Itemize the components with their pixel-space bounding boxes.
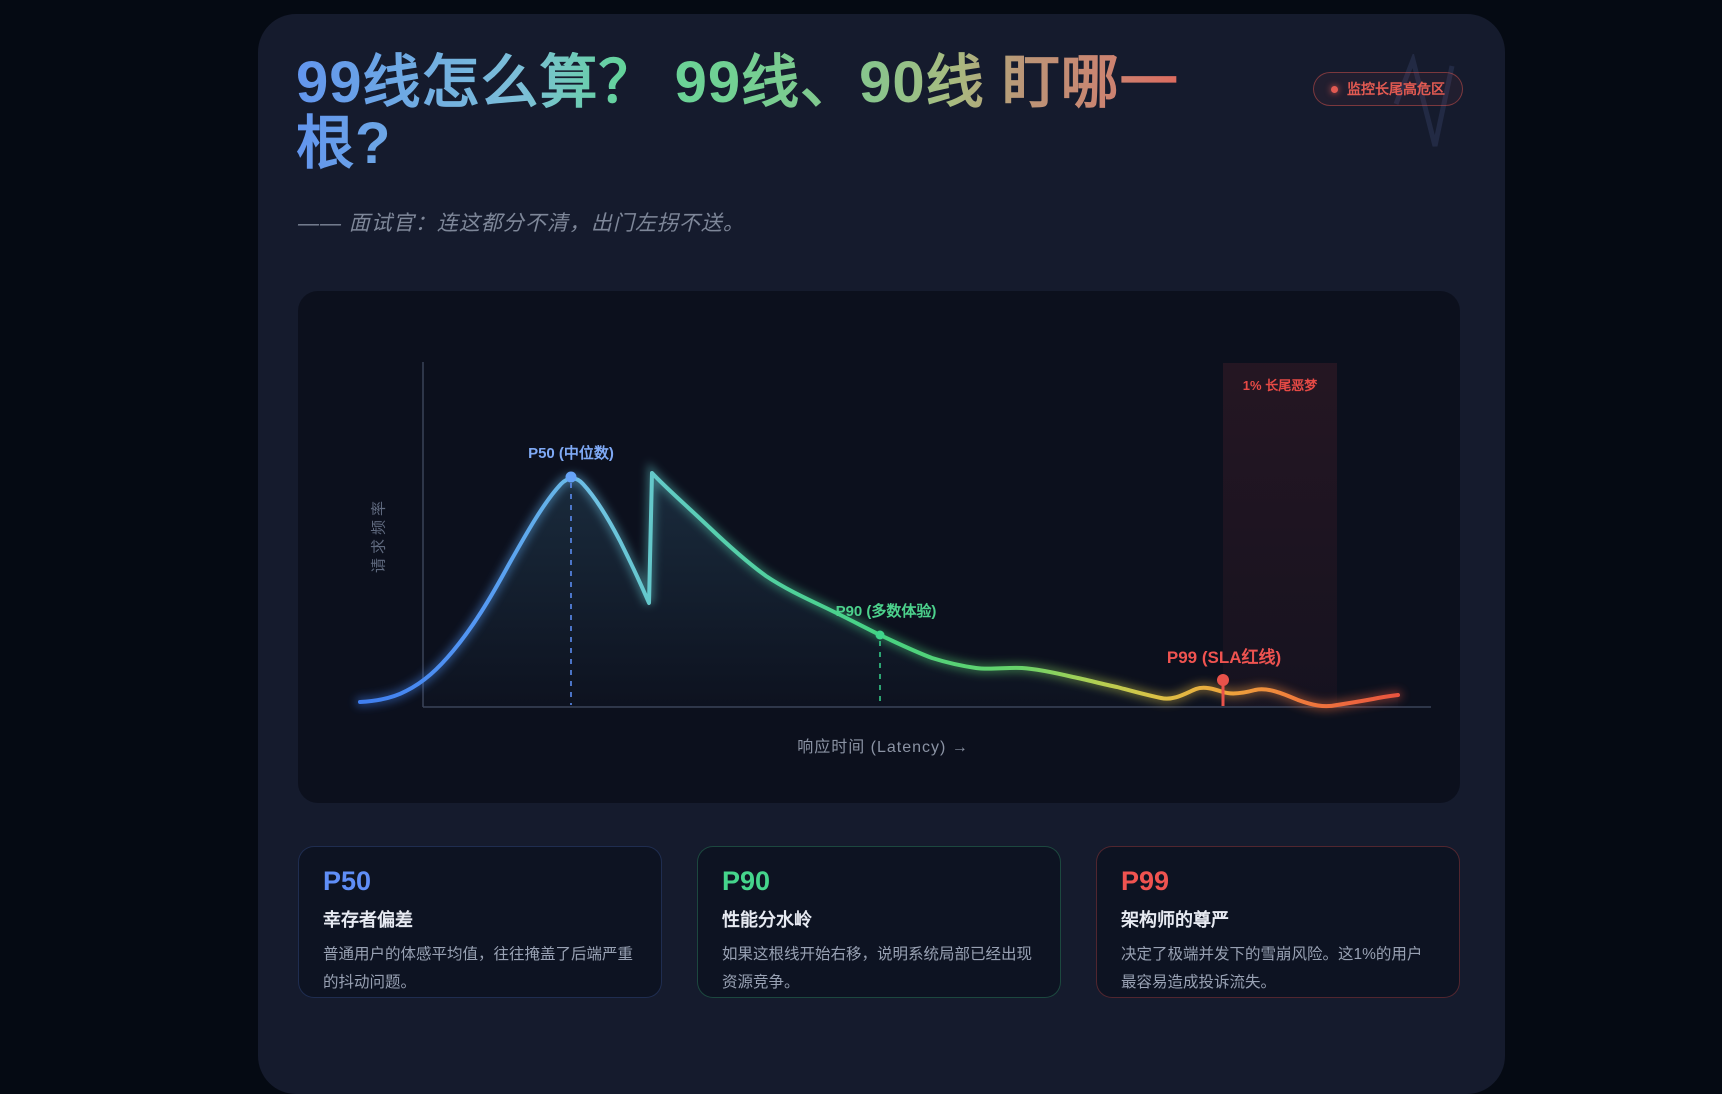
card-p90-code: P90	[722, 866, 771, 896]
latency-chart-panel: 1% 长尾恶梦 请求频率 响应时间 (Latency) → P50 (中位数) …	[298, 291, 1460, 803]
y-axis-label: 请求频率	[370, 496, 388, 574]
card-p99-title: 架构师的尊严	[1121, 910, 1229, 930]
p50-dot	[565, 471, 577, 483]
badge-label: 监控长尾高危区	[1347, 81, 1445, 97]
page-subtitle: —— 面试官：连这都分不清，出门左拐不送。	[298, 212, 745, 235]
percentile-cards-row: P50 幸存者偏差 普通用户的体感平均值，往往掩盖了后端严重的抖动问题。 P90…	[298, 846, 1460, 998]
card-p90-desc: 如果这根线开始右移，说明系统局部已经出现资源竞争。	[722, 946, 1033, 991]
p90-marker-label: P90 (多数体验)	[835, 603, 937, 620]
card-p90-title: 性能分水岭	[722, 910, 812, 930]
page-title-line1: 99线怎么算？ 99线、90线 盯哪一	[296, 50, 1179, 115]
p50-marker-label: P50 (中位数)	[528, 445, 614, 462]
danger-zone-label: 1% 长尾恶梦	[1242, 378, 1318, 393]
p99-pin-ball	[1217, 674, 1229, 686]
page-title-line2: 根?	[296, 111, 392, 177]
card-p99: P99 架构师的尊严 决定了极端并发下的雪崩风险。这1%的用户最容易造成投诉流失…	[1096, 846, 1460, 998]
card-p50-title: 幸存者偏差	[323, 910, 413, 930]
latency-distribution-chart	[355, 362, 1431, 711]
p99-marker-label: P99 (SLA红线)	[1166, 648, 1282, 667]
curve-area-fill	[423, 473, 1398, 707]
latency-curve	[358, 471, 1400, 709]
card-p50-code: P50	[323, 866, 372, 896]
badge-dot-icon	[1331, 85, 1338, 93]
x-axis-label: 响应时间 (Latency) →	[797, 739, 969, 756]
monitor-danger-badge: 监控长尾高危区	[1313, 72, 1463, 106]
page-title: 99线怎么算？ 99线、90线 盯哪一 根?	[296, 52, 1206, 175]
card-p99-desc: 决定了极端并发下的雪崩风险。这1%的用户最容易造成投诉流失。	[1121, 946, 1423, 991]
p90-dot	[875, 630, 885, 640]
card-p50: P50 幸存者偏差 普通用户的体感平均值，往往掩盖了后端严重的抖动问题。	[298, 846, 662, 998]
card-p90: P90 性能分水岭 如果这根线开始右移，说明系统局部已经出现资源竞争。	[697, 846, 1061, 998]
card-p99-code: P99	[1121, 866, 1170, 896]
main-panel: 监控长尾高危区 99线怎么算？ 99线、90线 盯哪一 根? —— 面试官：连这都…	[258, 14, 1505, 1094]
long-tail-danger-zone	[1223, 363, 1337, 707]
card-p50-desc: 普通用户的体感平均值，往往掩盖了后端严重的抖动问题。	[323, 946, 634, 991]
